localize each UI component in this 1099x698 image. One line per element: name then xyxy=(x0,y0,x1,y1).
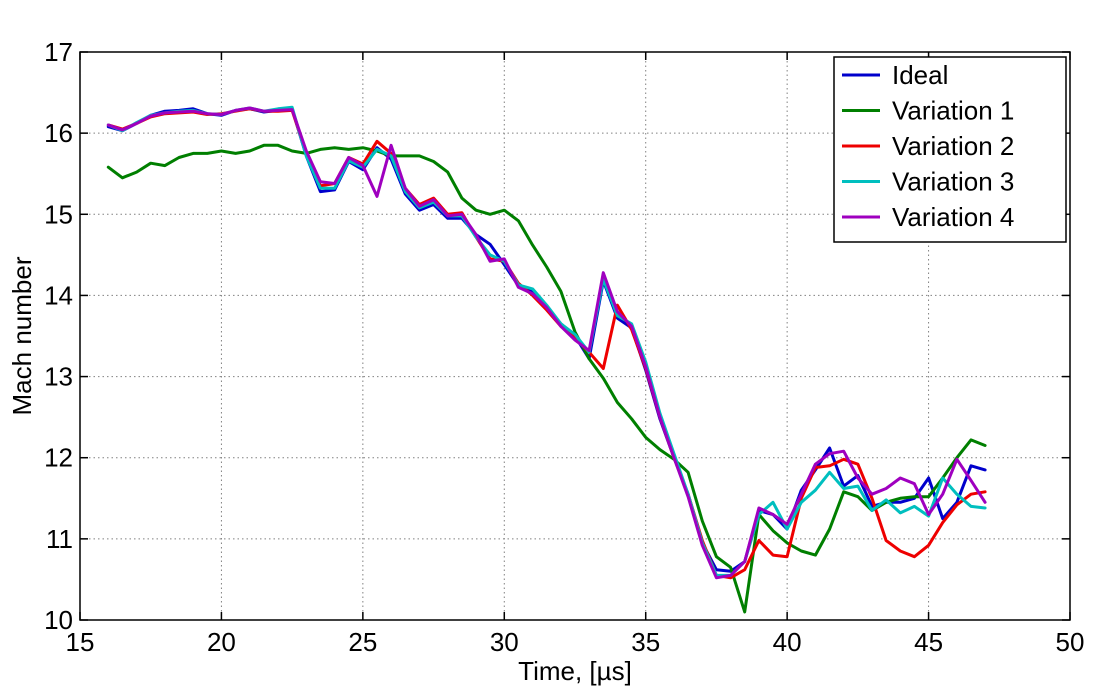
series-line-variation-4 xyxy=(106,106,987,580)
y-tick-label: 10 xyxy=(44,605,73,635)
series-line-variation-1 xyxy=(106,143,987,614)
y-tick-label: 13 xyxy=(44,362,73,392)
y-tick-label: 14 xyxy=(44,280,73,310)
x-tick-label: 20 xyxy=(207,627,236,657)
x-tick-label: 30 xyxy=(490,627,519,657)
y-tick-label: 11 xyxy=(46,524,73,554)
x-tick-label: 35 xyxy=(631,627,660,657)
legend: Ideal Variation 1 Variation 2 Variation 3 Va… xyxy=(833,56,1067,243)
plot-frame xyxy=(79,51,1071,621)
y-tick-label: 16 xyxy=(44,118,73,148)
x-tick-label: 45 xyxy=(914,627,943,657)
legend-label-variation-4: Variation 4 xyxy=(892,202,1014,232)
x-tick-label: 25 xyxy=(348,627,377,657)
legend-box xyxy=(833,56,1067,243)
legend-label-ideal: Ideal xyxy=(892,60,948,90)
series-lines xyxy=(106,105,987,614)
x-axis-title: Time, [µs] xyxy=(518,656,632,686)
legend-label-variation-2: Variation 2 xyxy=(892,131,1014,161)
axis-ticks: 15 20 25 30 35 40 45 50 10 11 12 13 14 15 16 17 xyxy=(44,37,1084,657)
y-axis-title: Mach number xyxy=(7,256,37,415)
y-tick-label: 15 xyxy=(44,199,73,229)
x-tick-label: 40 xyxy=(773,627,802,657)
legend-label-variation-3: Variation 3 xyxy=(892,167,1014,197)
y-tick-label: 12 xyxy=(44,443,73,473)
y-tick-label: 17 xyxy=(44,37,73,67)
x-tick-label: 15 xyxy=(66,627,95,657)
legend-label-variation-1: Variation 1 xyxy=(892,96,1014,126)
x-tick-label: 50 xyxy=(1056,627,1085,657)
